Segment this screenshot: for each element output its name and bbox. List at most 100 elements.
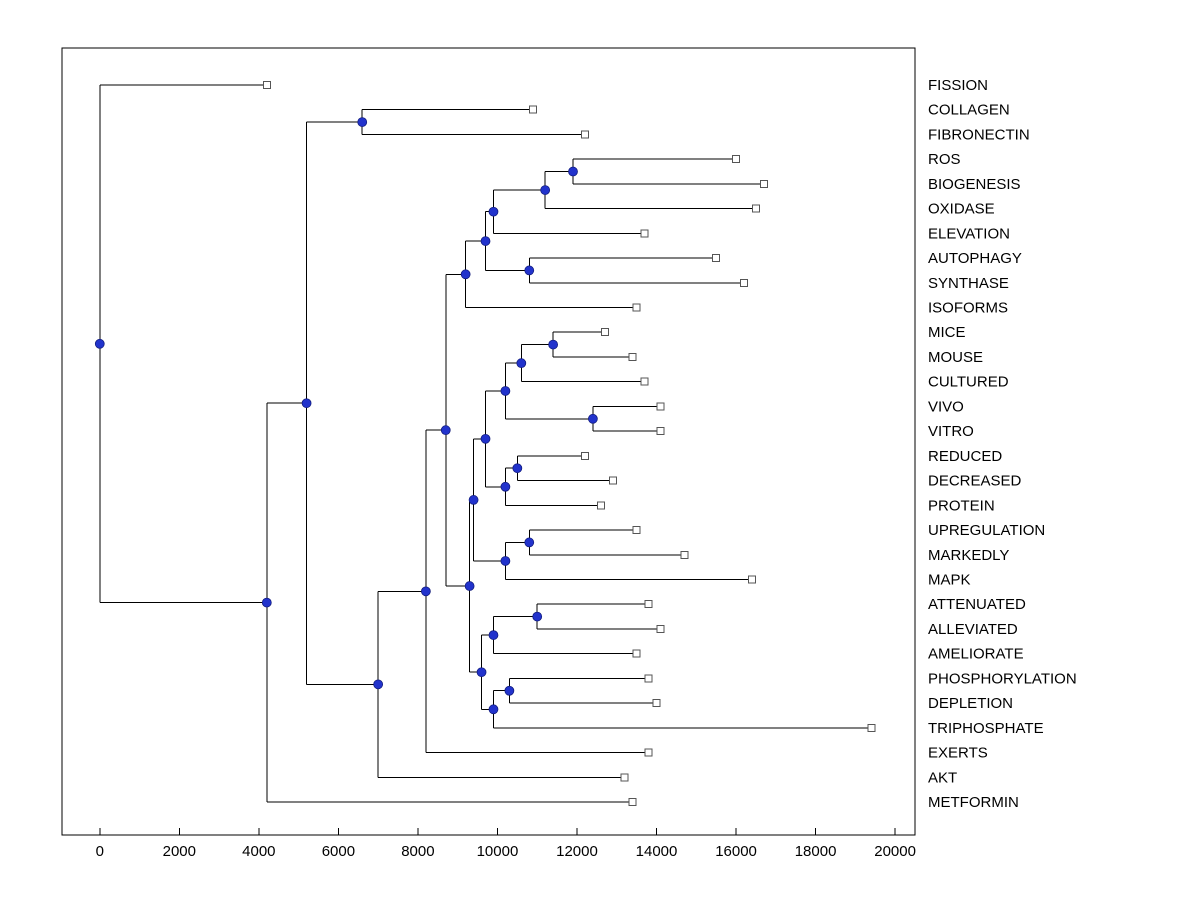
leaf-label: AKT <box>928 769 957 786</box>
leaf-node-marker <box>751 204 760 213</box>
leaf-label: MOUSE <box>928 349 983 366</box>
internal-node-marker <box>480 433 491 444</box>
leaf-label: VITRO <box>928 423 974 440</box>
leaf-label: EXERTS <box>928 745 988 762</box>
internal-node-marker <box>532 611 543 622</box>
leaf-node-marker <box>712 254 721 263</box>
internal-node-marker <box>488 704 499 715</box>
leaf-label: METFORMIN <box>928 794 1019 811</box>
leaf-node-marker <box>608 476 617 485</box>
leaf-label: ISOFORMS <box>928 300 1008 317</box>
leaf-node-marker <box>652 699 661 708</box>
leaf-node-marker <box>620 773 629 782</box>
internal-node-marker <box>500 556 511 566</box>
leaf-node-marker <box>640 377 649 386</box>
leaf-label: VIVO <box>928 398 964 415</box>
leaf-node-marker <box>656 402 665 411</box>
x-tick-label: 0 <box>96 843 104 860</box>
leaf-node-marker <box>596 501 605 510</box>
internal-node-marker <box>301 398 312 409</box>
internal-node-marker <box>440 425 451 436</box>
leaf-node-marker <box>640 229 649 238</box>
internal-node-marker <box>480 236 491 246</box>
leaf-node-marker <box>644 748 653 757</box>
leaf-node-marker <box>262 81 271 89</box>
leaf-label: FISSION <box>928 77 988 94</box>
leaf-label: MARKEDLY <box>928 547 1009 564</box>
x-tick-label: 2000 <box>163 843 196 860</box>
leaf-node-marker <box>600 328 609 337</box>
leaf-label: REDUCED <box>928 448 1002 465</box>
internal-node-marker <box>540 185 551 195</box>
internal-node-marker <box>420 586 431 597</box>
internal-node-marker <box>524 537 535 548</box>
leaf-label: PHOSPHORYLATION <box>928 670 1077 687</box>
leaf-node-marker <box>759 179 768 188</box>
leaf-node-marker <box>656 427 665 436</box>
x-tick-label: 6000 <box>322 843 355 860</box>
leaf-label: DEPLETION <box>928 695 1013 712</box>
internal-node-marker <box>373 679 384 690</box>
leaf-node-marker <box>632 649 641 658</box>
x-tick-label: 16000 <box>715 843 757 860</box>
leaf-node-marker <box>628 352 637 361</box>
internal-node-marker <box>548 339 558 350</box>
leaf-node-marker <box>747 575 756 584</box>
internal-node-marker <box>568 166 578 177</box>
leaf-label: MICE <box>928 324 966 341</box>
leaf-label: ELEVATION <box>928 225 1010 242</box>
internal-node-marker <box>357 117 368 127</box>
leaf-node-marker <box>529 105 538 114</box>
leaf-node-marker <box>680 550 689 559</box>
leaf-label: AMELIORATE <box>928 646 1024 663</box>
leaf-label: MAPK <box>928 571 971 588</box>
internal-node-marker <box>512 463 523 474</box>
leaf-node-marker <box>732 155 741 164</box>
internal-node-marker <box>94 338 105 349</box>
leaf-node-marker <box>740 278 749 287</box>
leaf-label: PROTEIN <box>928 497 995 514</box>
leaf-label: ROS <box>928 151 961 168</box>
leaf-node-marker <box>656 624 665 633</box>
leaf-node-marker <box>644 600 653 609</box>
internal-node-marker <box>261 597 272 608</box>
leaf-label: SYNTHASE <box>928 275 1009 292</box>
leaf-node-marker <box>580 451 589 460</box>
leaf-label: FIBRONECTIN <box>928 126 1030 143</box>
leaf-node-marker <box>628 798 637 806</box>
internal-node-marker <box>516 358 527 369</box>
internal-node-marker <box>524 265 535 276</box>
leaf-node-marker <box>867 723 876 732</box>
leaf-label: COLLAGEN <box>928 102 1010 119</box>
leaf-label: ALLEVIATED <box>928 621 1018 638</box>
leaf-label: ATTENUATED <box>928 596 1026 613</box>
leaf-label: TRIPHOSPHATE <box>928 720 1044 737</box>
leaf-node-marker <box>580 130 589 139</box>
leaf-label: DECREASED <box>928 473 1022 490</box>
x-tick-label: 18000 <box>795 843 837 860</box>
leaf-label: AUTOPHAGY <box>928 250 1022 267</box>
internal-node-marker <box>464 581 475 591</box>
leaf-node-marker <box>644 674 653 683</box>
x-tick-label: 8000 <box>401 843 434 860</box>
internal-node-marker <box>460 269 471 280</box>
internal-node-marker <box>500 481 511 492</box>
internal-node-marker <box>588 413 598 424</box>
x-tick-label: 14000 <box>636 843 678 860</box>
leaf-label: BIOGENESIS <box>928 176 1021 193</box>
x-tick-label: 4000 <box>242 843 275 860</box>
internal-node-marker <box>488 630 499 640</box>
leaf-label: UPREGULATION <box>928 522 1045 539</box>
x-tick-label: 10000 <box>477 843 519 860</box>
internal-node-marker <box>500 386 511 396</box>
internal-node-marker <box>504 685 515 696</box>
x-tick-label: 12000 <box>556 843 598 860</box>
leaf-label: CULTURED <box>928 374 1009 391</box>
internal-node-marker <box>476 667 487 678</box>
internal-node-marker <box>468 495 479 505</box>
leaf-node-marker <box>632 526 641 535</box>
leaf-label: OXIDASE <box>928 201 995 218</box>
x-tick-label: 20000 <box>874 843 916 860</box>
